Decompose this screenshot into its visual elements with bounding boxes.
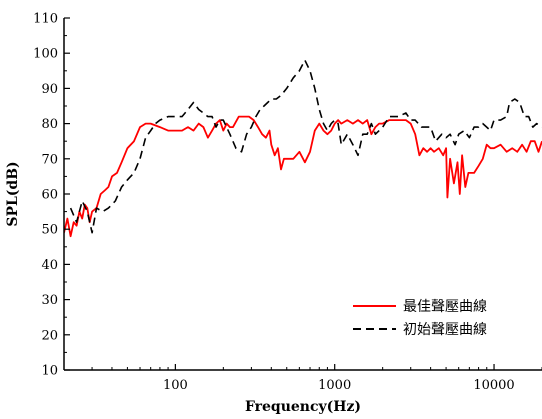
legend-label-initial: 初始聲壓曲線: [403, 321, 487, 338]
y-tick-label: 40: [41, 258, 58, 273]
series-layer: [64, 59, 542, 238]
x-axis-title: Frequency(Hz): [245, 399, 361, 415]
ticks-layer: 10 20 30 40 50 60 70 80 90 100 110 100 1000 10000: [33, 12, 542, 393]
legend: 最佳聲壓曲線 初始聲壓曲線: [353, 298, 487, 338]
legend-label-best: 最佳聲壓曲線: [403, 298, 487, 315]
y-tick-label: 10: [41, 364, 58, 379]
y-tick-label: 90: [41, 82, 58, 97]
series-line-2: [69, 59, 542, 234]
y-tick-label: 50: [41, 223, 58, 238]
y-tick-label: 20: [41, 328, 58, 343]
x-tick-label: 100: [163, 378, 188, 393]
y-tick-label: 80: [41, 117, 58, 132]
x-tick-label: 1000: [318, 378, 351, 393]
y-tick-label: 70: [41, 152, 58, 167]
y-tick-label: 100: [33, 47, 58, 62]
y-axis-title: SPL(dB): [5, 161, 21, 226]
y-tick-label: 30: [41, 293, 58, 308]
x-tick-label: 10000: [473, 378, 514, 393]
y-tick-label: 60: [41, 188, 58, 203]
series-line-1: [64, 115, 542, 238]
y-tick-label: 110: [33, 12, 58, 27]
